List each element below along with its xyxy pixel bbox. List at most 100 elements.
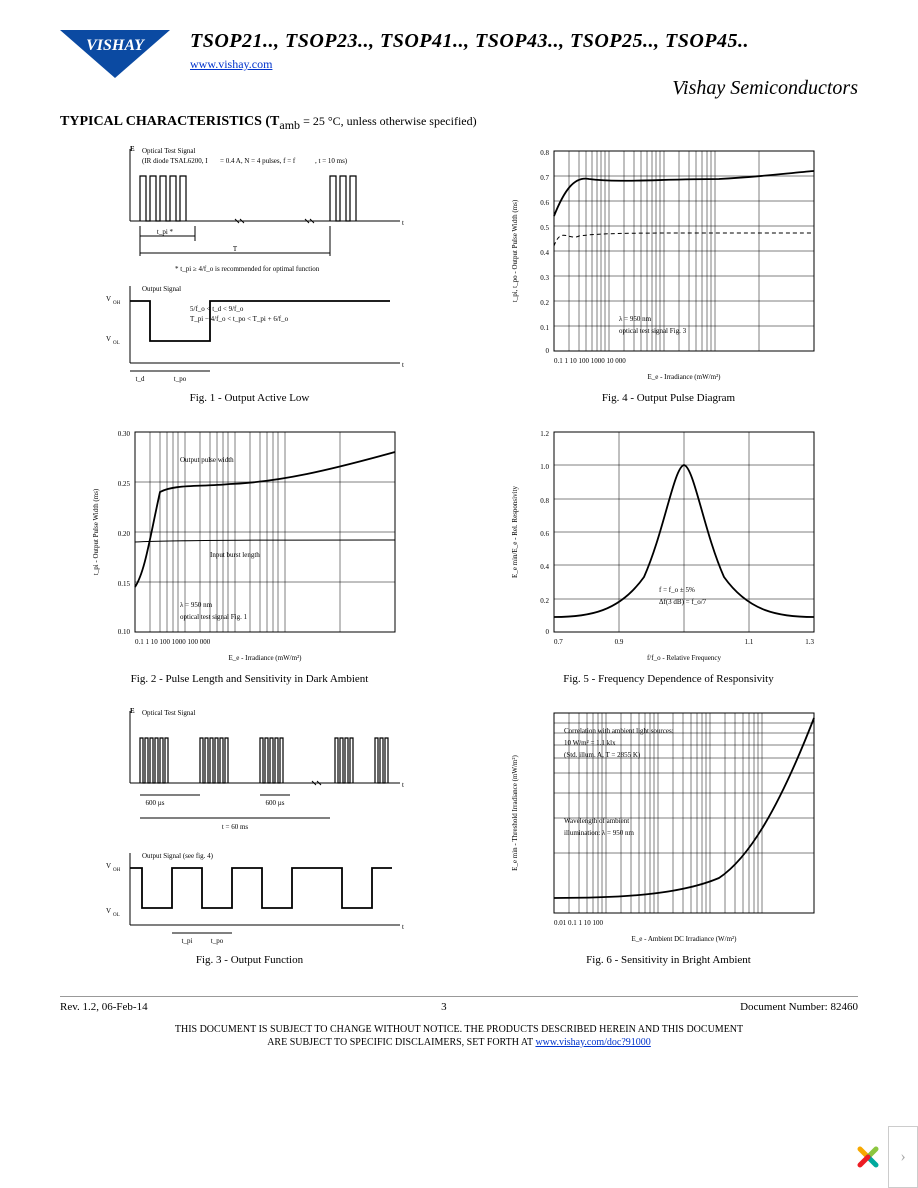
svg-text:0.1 1 10 100: 0.1 1 10 100 1000 100 000	[135, 638, 211, 646]
doc-number: Document Number: 82460	[740, 1001, 858, 1013]
disclaimer-line2: ARE SUBJECT TO SPECIFIC DISCLAIMERS, SET…	[267, 1037, 533, 1048]
svg-text:t: t	[402, 219, 404, 227]
svg-text:10 W/m² = 1.1 klx: 10 W/m² = 1.1 klx	[564, 739, 616, 747]
nav-hint: ›	[854, 1126, 918, 1188]
svg-text:1.2: 1.2	[540, 430, 549, 438]
fig6-cell: 0.01 0.1 1 10 100 E_e min - Threshold Ir…	[479, 703, 858, 966]
svg-text:0.3: 0.3	[540, 274, 549, 282]
svg-text:0.20: 0.20	[117, 530, 130, 538]
svg-text:0: 0	[545, 347, 549, 355]
svg-text:E_e - Irradiance (mW/m²): E_e - Irradiance (mW/m²)	[228, 654, 302, 662]
fig6-chart: 0.01 0.1 1 10 100 E_e min - Threshold Ir…	[499, 703, 839, 948]
disclaimer-url[interactable]: www.vishay.com/doc?91000	[535, 1037, 650, 1048]
revision: Rev. 1.2, 06-Feb-14	[60, 1001, 148, 1013]
svg-text:5/f_o < t_d < 9/f_o: 5/f_o < t_d < 9/f_o	[190, 305, 244, 313]
svg-text:0.10: 0.10	[117, 628, 130, 636]
svg-text:0.8: 0.8	[540, 497, 549, 505]
svg-text:0: 0	[545, 628, 549, 636]
svg-text:E_e - Irradiance (mW/m²): E_e - Irradiance (mW/m²)	[647, 373, 721, 381]
section-title-text: TYPICAL CHARACTERISTICS (T	[60, 114, 279, 129]
fig5-caption: Fig. 5 - Frequency Dependence of Respons…	[563, 673, 773, 685]
svg-text:, t = 10 ms): , t = 10 ms)	[315, 157, 348, 165]
svg-text:t_d: t_d	[135, 375, 144, 383]
svg-text:t: t	[402, 781, 404, 789]
svg-text:T_pi − 4/f_o < t_po < T_pi + 6: T_pi − 4/f_o < t_po < T_pi + 6/f_o	[190, 315, 289, 323]
svg-text:Output Signal: Output Signal	[142, 285, 181, 293]
fig2-caption: Fig. 2 - Pulse Length and Sensitivity in…	[131, 673, 369, 685]
section-tail: = 25 °C, unless otherwise specified)	[300, 114, 477, 128]
svg-text:V: V	[106, 335, 111, 343]
svg-text:t_pi: t_pi	[181, 937, 192, 945]
svg-text:OL: OL	[113, 341, 120, 346]
disclaimer-line1: THIS DOCUMENT IS SUBJECT TO CHANGE WITHO…	[175, 1024, 743, 1035]
svg-text:Output pulse width: Output pulse width	[180, 456, 234, 464]
svg-text:t_pi - Output Pulse Width (ms): t_pi - Output Pulse Width (ms)	[92, 488, 100, 575]
svg-text:1.3: 1.3	[805, 638, 814, 646]
svg-text:E: E	[130, 707, 135, 715]
vishay-url[interactable]: www.vishay.com	[190, 57, 272, 71]
fig1-chart: E Optical Test Signal (IR diode TSAL6200…	[80, 141, 420, 386]
disclaimer: THIS DOCUMENT IS SUBJECT TO CHANGE WITHO…	[60, 1023, 858, 1049]
svg-text:0.6: 0.6	[540, 530, 549, 538]
section-heading: TYPICAL CHARACTERISTICS (Tamb = 25 °C, u…	[60, 114, 858, 133]
svg-text:(Std. illum. A, T = 2855 K): (Std. illum. A, T = 2855 K)	[564, 751, 641, 759]
title-block: TSOP21.., TSOP23.., TSOP41.., TSOP43.., …	[190, 30, 858, 100]
svg-text:Output Signal (see fig. 4): Output Signal (see fig. 4)	[142, 852, 214, 860]
svg-text:1.1: 1.1	[744, 638, 753, 646]
svg-text:t = 60 ms: t = 60 ms	[221, 823, 248, 831]
svg-text:0.30: 0.30	[117, 430, 130, 438]
svg-text:optical test signal Fig. 1: optical test signal Fig. 1	[180, 613, 248, 621]
logo-text: VISHAY	[86, 37, 145, 54]
fig3-caption: Fig. 3 - Output Function	[196, 954, 303, 966]
svg-text:t_pi, t_po - Output Pulse Widt: t_pi, t_po - Output Pulse Width (ms)	[511, 199, 519, 302]
svg-text:OH: OH	[113, 868, 121, 873]
svg-text:f = f_o ± 5%: f = f_o ± 5%	[659, 586, 695, 594]
svg-text:0.8: 0.8	[540, 149, 549, 157]
svg-text:0.2: 0.2	[540, 299, 549, 307]
svg-text:t_pi *: t_pi *	[156, 228, 173, 236]
svg-text:t: t	[402, 923, 404, 931]
fig2-chart: 0.30 0.25 0.20 0.15 0.10 0.1 1 10 100 10…	[80, 422, 420, 667]
page-header: VISHAY TSOP21.., TSOP23.., TSOP41.., TSO…	[60, 30, 858, 100]
svg-text:0.1: 0.1	[540, 324, 549, 332]
page-number: 3	[441, 1001, 447, 1013]
fig3-chart: E Optical Test Signal t 600 µs	[80, 703, 420, 948]
svg-text:(IR diode TSAL6200, I: (IR diode TSAL6200, I	[142, 157, 208, 165]
svg-text:optical test signal Fig. 3: optical test signal Fig. 3	[619, 327, 687, 335]
fig3-cell: E Optical Test Signal t 600 µs	[60, 703, 439, 966]
svg-text:Correlation with ambient light: Correlation with ambient light sources:	[564, 727, 674, 735]
svg-text:0.15: 0.15	[117, 580, 130, 588]
svg-text:E: E	[130, 145, 135, 153]
svg-text:600 µs: 600 µs	[145, 799, 164, 807]
svg-text:λ = 950 nm: λ = 950 nm	[180, 601, 213, 609]
fig1-caption: Fig. 1 - Output Active Low	[190, 392, 310, 404]
color-burst-icon	[854, 1143, 882, 1171]
brand-name: Vishay Semiconductors	[190, 77, 858, 100]
fig4-cell: 0.8 0.7 0.6 0.5 0.4 0.3 0.2 0.1 0 0.1 1 …	[479, 141, 858, 404]
svg-text:f/f_o - Relative Frequency: f/f_o - Relative Frequency	[646, 654, 721, 662]
svg-text:E_e min/E_e - Rel. Responsivit: E_e min/E_e - Rel. Responsivity	[511, 485, 519, 577]
part-numbers: TSOP21.., TSOP23.., TSOP41.., TSOP43.., …	[190, 30, 858, 53]
svg-text:0.4: 0.4	[540, 563, 549, 571]
svg-text:t_po: t_po	[173, 375, 186, 383]
svg-text:0.9: 0.9	[614, 638, 623, 646]
svg-text:OH: OH	[113, 301, 121, 306]
svg-text:0.2: 0.2	[540, 597, 549, 605]
svg-text:0.5: 0.5	[540, 224, 549, 232]
svg-text:λ = 950 nm: λ = 950 nm	[619, 315, 652, 323]
svg-text:E_e - Ambient DC Irradiance (W: E_e - Ambient DC Irradiance (W/m²)	[631, 935, 737, 943]
svg-text:V: V	[106, 862, 111, 870]
next-page-button[interactable]: ›	[888, 1126, 918, 1188]
svg-text:0.4: 0.4	[540, 249, 549, 257]
svg-text:t: t	[402, 361, 404, 369]
svg-text:0.7: 0.7	[554, 638, 563, 646]
svg-text:V: V	[106, 295, 111, 303]
fig4-chart: 0.8 0.7 0.6 0.5 0.4 0.3 0.2 0.1 0 0.1 1 …	[499, 141, 839, 386]
svg-text:E_e min - Threshold Irradiance: E_e min - Threshold Irradiance (mW/m²)	[511, 754, 519, 870]
fig2-cell: 0.30 0.25 0.20 0.15 0.10 0.1 1 10 100 10…	[60, 422, 439, 685]
vishay-logo: VISHAY	[60, 30, 180, 83]
svg-text:Optical Test Signal: Optical Test Signal	[142, 147, 195, 155]
svg-text:Optical Test Signal: Optical Test Signal	[142, 709, 195, 717]
fig6-caption: Fig. 6 - Sensitivity in Bright Ambient	[586, 954, 751, 966]
charts-grid: E Optical Test Signal (IR diode TSAL6200…	[60, 141, 858, 966]
